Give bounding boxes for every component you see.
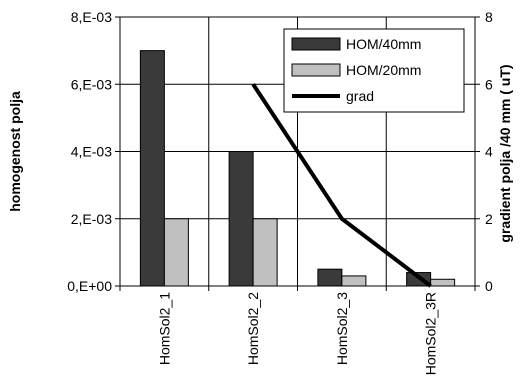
bar-layer [139,50,456,287]
x-tick-label: HomSol2_3R [423,292,439,375]
axis-layer: 0,E+00 2,E-03 4,E-03 6,E-03 8,E-03 0 2 4 6 8 HomSo… [67,9,493,375]
y-tick-label: 6,E-03 [71,76,112,92]
bar-HOM/20mm [252,218,278,287]
bar-HOM/20mm [163,218,189,287]
legend-swatch [291,63,341,77]
y-tick-label: 2,E-03 [71,211,112,227]
legend-label: HOM/40mm [346,36,421,52]
line-grad [251,83,432,288]
bar-HOM/40mm [317,268,343,287]
x-tick-label: HomSol2_1 [156,292,172,365]
y2-tick-label: 4 [485,144,493,160]
line-layer [251,83,432,288]
bar-HOM/40mm [139,50,165,287]
legend-swatch [291,37,341,51]
y-tick-label: 8,E-03 [71,9,112,25]
y2-axis-title: gradient polja /40 mm ( uT) [497,64,513,242]
y2-tick-label: 2 [485,211,493,227]
y-tick-label: 4,E-03 [71,144,112,160]
bar-HOM/40mm [228,151,254,287]
y2-tick-label: 6 [485,76,493,92]
x-tick-label: HomSol2_3 [334,292,350,365]
y2-tick-label: 0 [485,278,493,294]
legend: HOM/40mm HOM/20mm grad [283,28,465,113]
y-tick-label: 0,E+00 [67,278,112,294]
x-tick-label: HomSol2_2 [245,292,261,365]
y2-tick-label: 8 [485,9,493,25]
bar-HOM/20mm [430,278,456,287]
bar-HOM/20mm [341,275,367,287]
y-axis-title: homogenost polja [7,91,23,212]
legend-label: grad [346,88,374,104]
legend-label: HOM/20mm [346,62,421,78]
